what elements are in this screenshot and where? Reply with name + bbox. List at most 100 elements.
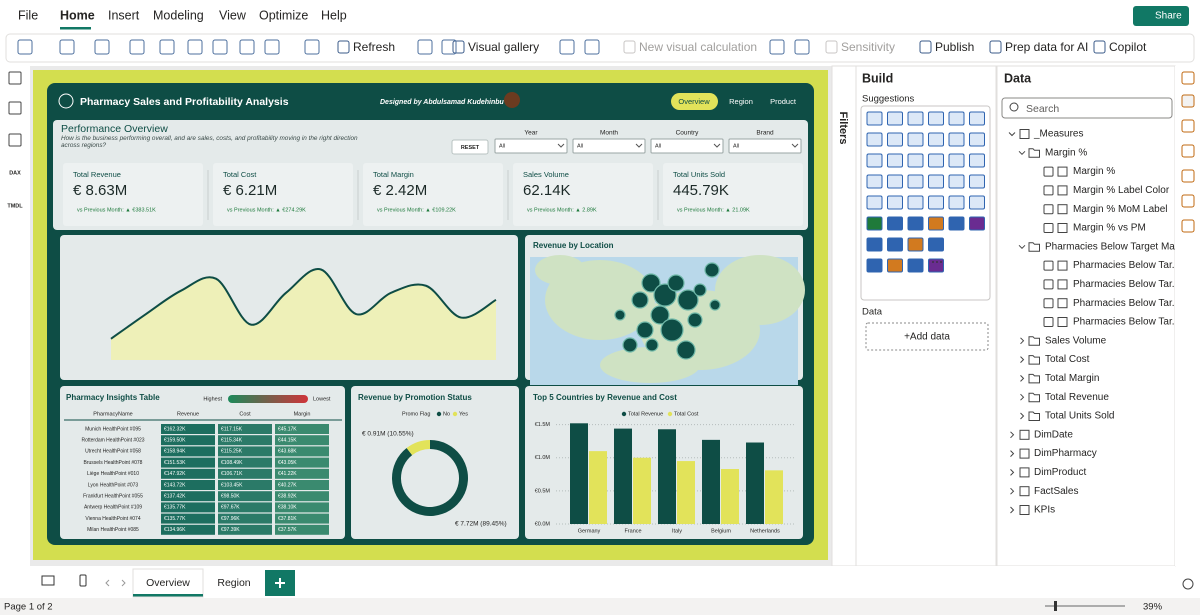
slicer-dropdown[interactable] [650,138,724,154]
toolbar-button[interactable]: Publish [935,40,974,54]
visual-icon[interactable] [866,216,883,231]
zoom-level[interactable]: 39% [1143,602,1163,613]
toolbar-icon[interactable] [304,39,320,55]
tree-item[interactable]: Margin % MoM Label [1073,204,1167,215]
visual-icon[interactable] [969,216,985,231]
tree-item[interactable]: Pharmacies Below Tar... [1073,260,1180,271]
visual-icon[interactable] [907,174,924,189]
tree-checkbox[interactable] [1043,166,1054,177]
toolbar-icon[interactable] [584,39,600,55]
toolbar-icon[interactable] [417,39,433,55]
table-header[interactable]: Margin [294,411,311,417]
tree-item[interactable]: Margin % vs PM [1073,223,1146,234]
visual-icon[interactable] [887,132,903,147]
visual-icon[interactable] [948,132,965,147]
tab-prev[interactable] [105,579,110,587]
toolbar-icon[interactable] [129,39,145,55]
visual-icon[interactable] [866,195,883,210]
slicer-dropdown[interactable] [572,138,646,154]
visual-icon[interactable] [887,153,903,168]
toolbar-icon[interactable] [769,39,785,55]
tree-item[interactable]: Pharmacies Below Tar... [1073,279,1180,290]
mobile-icon[interactable] [79,574,87,587]
menu-item[interactable]: Optimize [259,8,308,22]
nav-button[interactable]: Overview [678,97,710,106]
filters-label[interactable]: Filters [837,111,849,144]
rail-label[interactable]: DAX [9,170,21,176]
toolbar-icon[interactable] [187,39,203,55]
visual-icon[interactable] [948,153,965,168]
tree-checkbox[interactable] [1043,185,1054,196]
tab-next[interactable] [121,579,126,587]
menu-item[interactable]: Home [60,8,95,22]
toolbar-icon[interactable] [159,39,175,55]
visual-icon[interactable] [928,195,944,210]
tree-item[interactable]: Total Margin [1045,373,1099,384]
toolbar-icon[interactable] [17,39,33,55]
tree-checkbox[interactable] [1043,298,1054,309]
visual-icon[interactable] [887,195,903,210]
visual-icon[interactable] [887,111,903,126]
view-icon[interactable] [8,101,22,115]
tree-item[interactable]: Margin % Label Color [1073,185,1170,196]
tree-item[interactable]: Pharmacies Below Tar... [1073,317,1180,328]
tree-item[interactable]: Total Units Sold [1045,411,1114,422]
tree-item[interactable]: Total Cost [1045,354,1090,365]
toolbar-icon[interactable] [559,39,575,55]
tree-item[interactable]: Margin % [1073,166,1115,177]
visual-icon[interactable] [928,111,944,126]
visual-icon[interactable] [948,111,965,126]
visual-icon[interactable] [887,216,903,231]
visual-icon[interactable] [907,195,924,210]
tree-item[interactable]: Sales Volume [1045,335,1107,346]
add-data-button[interactable]: +Add data [904,332,950,343]
slicer-dropdown[interactable] [728,138,802,154]
toolbar-icon[interactable] [264,39,280,55]
visual-icon[interactable] [969,153,985,168]
visual-icon[interactable] [866,111,883,126]
visual-icon[interactable] [866,237,883,252]
nav-button[interactable]: Product [770,97,797,106]
toolbar-icon[interactable] [441,39,457,55]
table-header[interactable]: PharmacyName [93,411,132,417]
toolbar-button[interactable]: Refresh [353,40,395,54]
slicer-value[interactable]: All [577,143,583,149]
menu-item[interactable]: Help [321,8,347,22]
toolbar-icon[interactable] [239,39,255,55]
visual-icon[interactable] [887,237,903,252]
rail-icon[interactable] [1181,71,1195,85]
tree-item[interactable]: Margin % [1045,147,1087,158]
slicer-value[interactable]: All [733,143,739,149]
menu-item[interactable]: Insert [108,8,140,22]
rail-icon[interactable] [1181,119,1195,133]
tree-item[interactable]: DimPharmacy [1034,448,1097,459]
reset-label[interactable]: RESET [461,145,480,151]
rail-icon[interactable] [1181,219,1195,233]
visual-icon[interactable] [928,258,944,273]
tree-checkbox[interactable] [1043,223,1054,233]
tree-item[interactable]: FactSales [1034,486,1078,497]
visual-icon[interactable] [866,258,883,273]
add-data-box[interactable] [865,322,989,351]
zoom-thumb[interactable] [1054,601,1057,611]
search-placeholder[interactable]: Search [1026,103,1059,115]
slicer-dropdown[interactable] [494,138,568,154]
toolbar-icon[interactable] [94,39,110,55]
visual-icon[interactable] [969,132,985,147]
tree-checkbox[interactable] [1043,317,1054,327]
visual-icon[interactable] [969,111,985,126]
visual-icon[interactable] [907,111,924,126]
tree-item[interactable]: Pharmacies Below Target Ma... [1045,241,1183,252]
menu-item[interactable]: Modeling [153,8,204,22]
page-tab[interactable]: Overview [146,577,190,589]
visual-icon[interactable] [907,258,924,273]
visual-icon[interactable] [887,258,903,273]
visual-icon[interactable] [866,174,883,189]
visual-icon[interactable] [928,132,944,147]
visual-icon[interactable] [948,174,965,189]
tree-checkbox[interactable] [1043,204,1054,215]
toolbar-button[interactable]: Prep data for AI [1005,40,1088,54]
toolbar-button[interactable]: Visual gallery [468,40,539,54]
desktop-icon[interactable] [41,575,55,586]
visual-icon[interactable] [928,174,944,189]
